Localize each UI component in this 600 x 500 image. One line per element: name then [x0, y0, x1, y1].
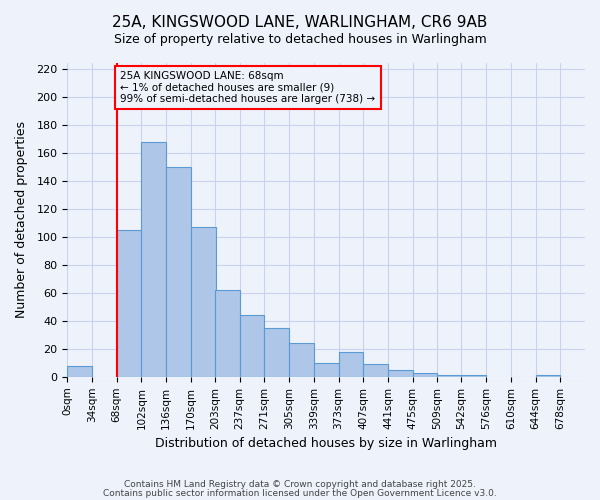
Bar [289, 344, 314, 377]
Bar [166, 168, 191, 377]
Text: Size of property relative to detached houses in Warlingham: Size of property relative to detached ho… [113, 32, 487, 46]
Bar [142, 142, 166, 377]
Y-axis label: Number of detached properties: Number of detached properties [15, 121, 28, 318]
Bar [215, 290, 239, 377]
Text: 25A KINGSWOOD LANE: 68sqm
← 1% of detached houses are smaller (9)
99% of semi-de: 25A KINGSWOOD LANE: 68sqm ← 1% of detach… [121, 71, 376, 104]
Bar [536, 376, 560, 377]
Bar [239, 316, 265, 377]
Bar [314, 363, 338, 377]
Bar [67, 366, 92, 377]
Text: Contains HM Land Registry data © Crown copyright and database right 2025.: Contains HM Land Registry data © Crown c… [124, 480, 476, 489]
X-axis label: Distribution of detached houses by size in Warlingham: Distribution of detached houses by size … [155, 437, 497, 450]
Bar [437, 376, 462, 377]
Bar [363, 364, 388, 377]
Text: Contains public sector information licensed under the Open Government Licence v3: Contains public sector information licen… [103, 488, 497, 498]
Bar [338, 352, 363, 377]
Bar [265, 328, 289, 377]
Text: 25A, KINGSWOOD LANE, WARLINGHAM, CR6 9AB: 25A, KINGSWOOD LANE, WARLINGHAM, CR6 9AB [112, 15, 488, 30]
Bar [388, 370, 413, 377]
Bar [461, 376, 486, 377]
Bar [191, 228, 215, 377]
Bar [413, 372, 437, 377]
Bar [117, 230, 142, 377]
